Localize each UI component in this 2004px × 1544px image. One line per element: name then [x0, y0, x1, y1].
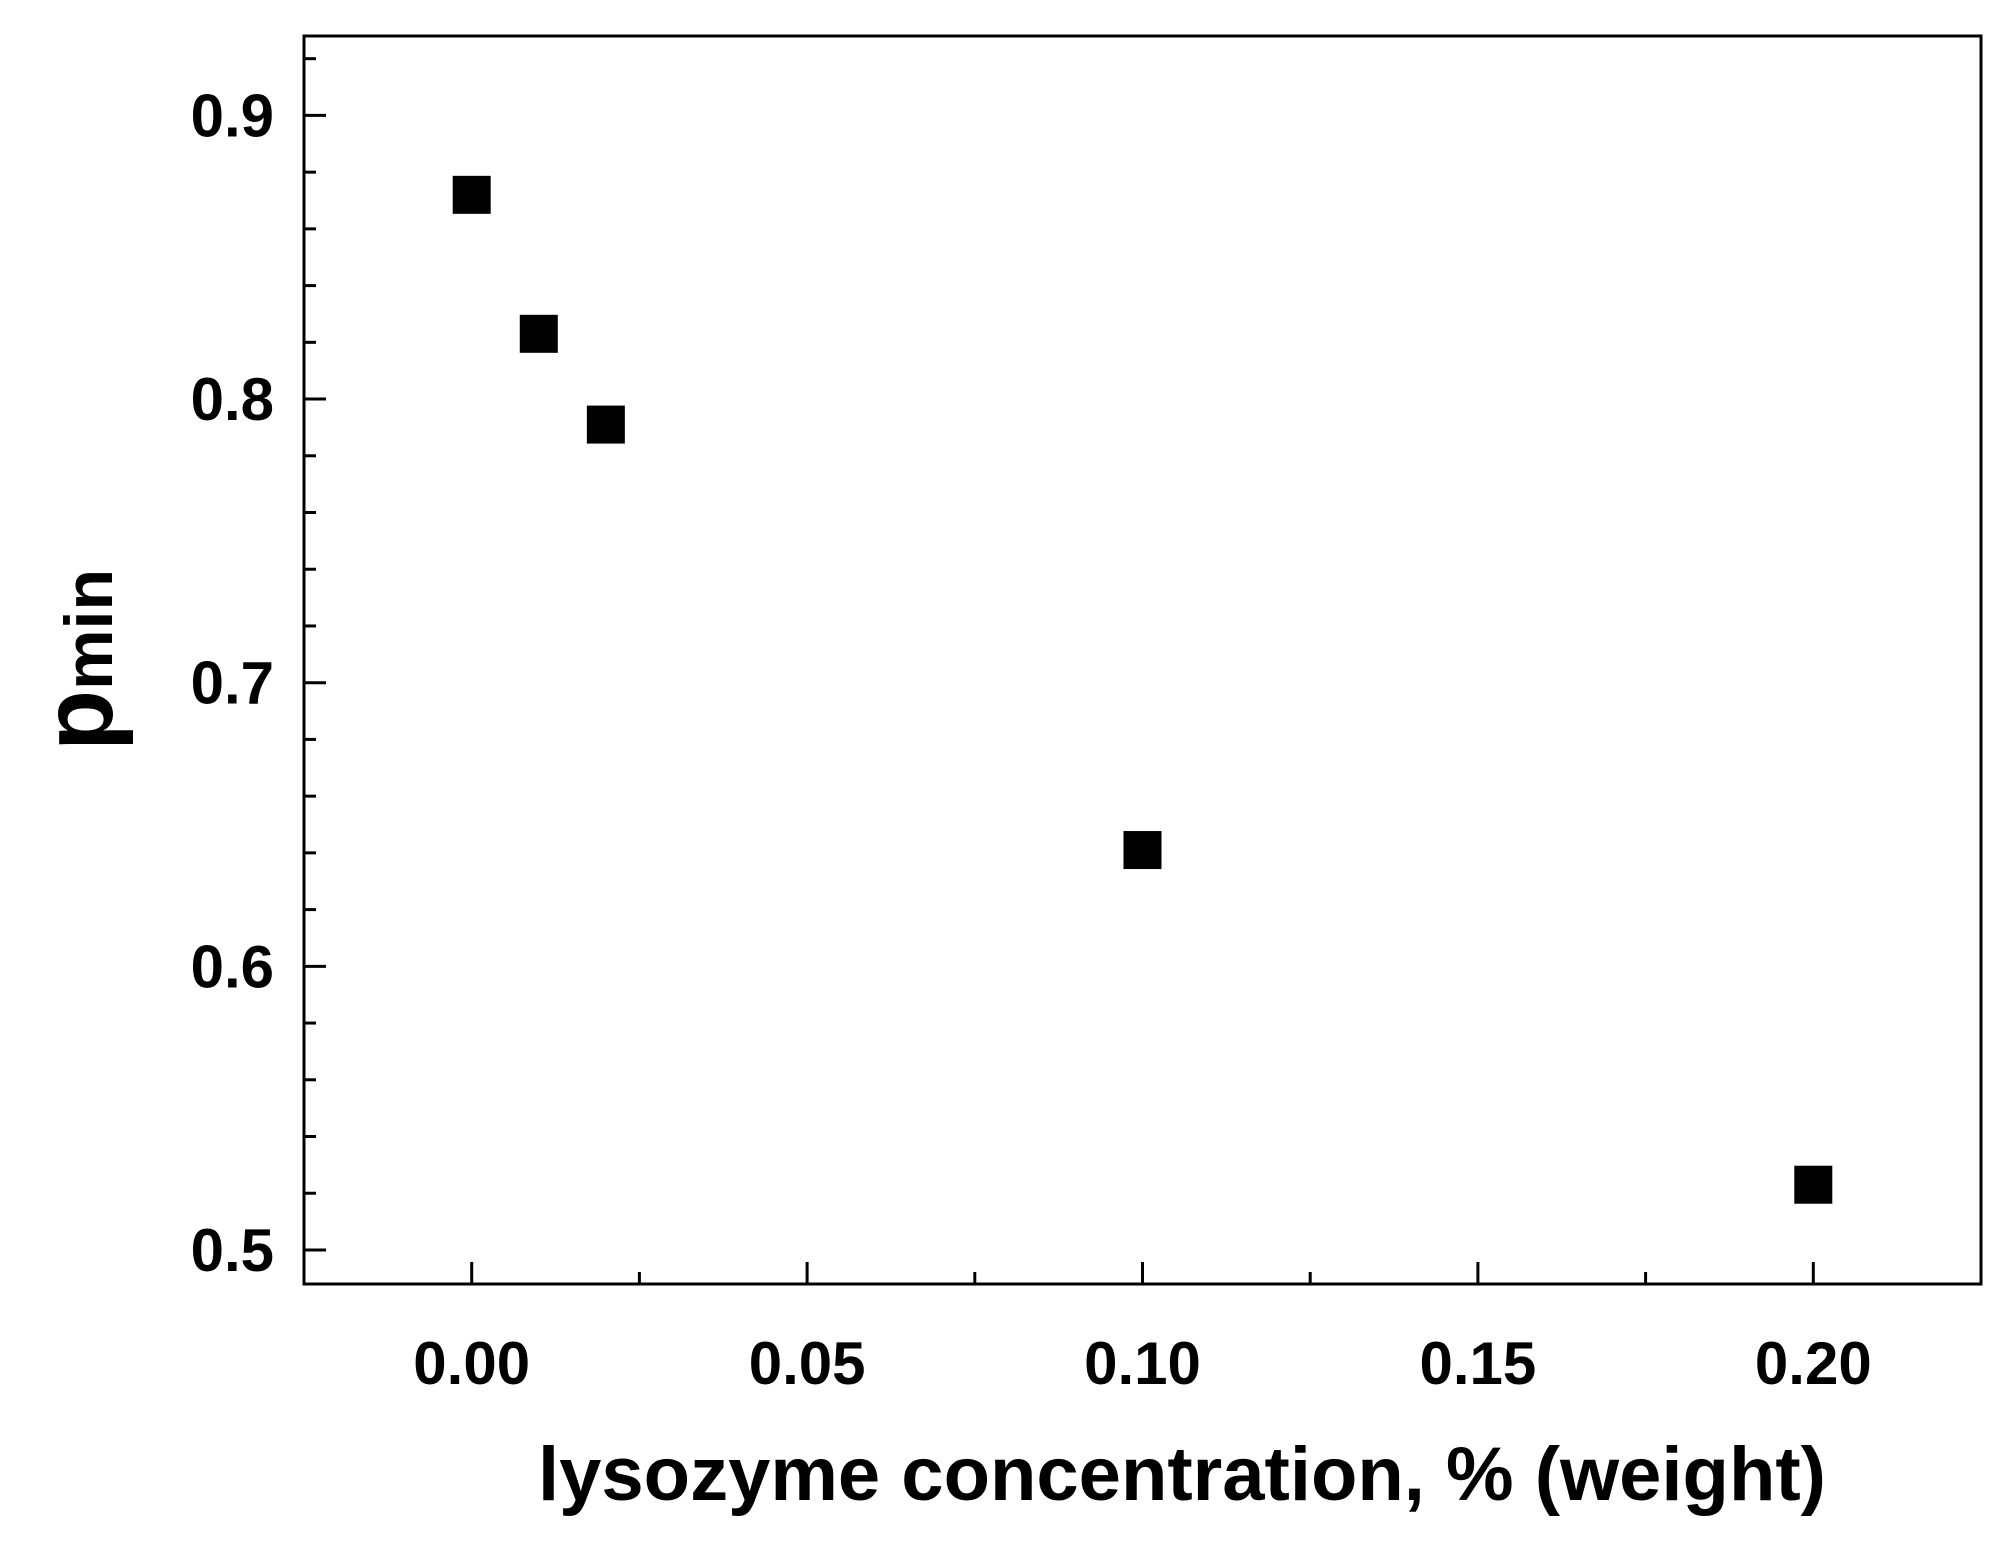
- tick-marks: [304, 57, 1815, 1284]
- y-axis-label-subscript: min: [51, 569, 127, 690]
- data-point: [1123, 831, 1162, 870]
- y-tick-label: 0.7: [191, 650, 274, 717]
- y-tick-label: 0.5: [191, 1217, 274, 1284]
- y-tick-label: 0.8: [191, 366, 274, 433]
- x-tick-label: 0.10: [1084, 1330, 1201, 1397]
- y-tick-label: 0.9: [191, 82, 274, 149]
- x-tick-label: 0.00: [413, 1330, 530, 1397]
- tick-labels: 0.00 0.05 0.10 0.15 0.20 0.5 0.6 0.7 0.8 0.9: [191, 82, 1872, 1397]
- x-tick-label: 0.05: [749, 1330, 866, 1397]
- data-point: [1794, 1165, 1833, 1204]
- x-tick-label: 0.20: [1755, 1330, 1872, 1397]
- data-points: [452, 175, 1833, 1204]
- data-point: [452, 175, 491, 214]
- data-point: [519, 314, 558, 353]
- y-axis-label-base: p: [22, 690, 134, 751]
- data-point: [586, 405, 625, 444]
- y-axis-label: pmin: [22, 569, 134, 751]
- plot-frame: [302, 34, 1983, 1286]
- y-tick-label: 0.6: [191, 933, 274, 1000]
- x-axis-label: lysozyme concentration, % (weight): [538, 1432, 1826, 1517]
- x-tick-label: 0.15: [1420, 1330, 1537, 1397]
